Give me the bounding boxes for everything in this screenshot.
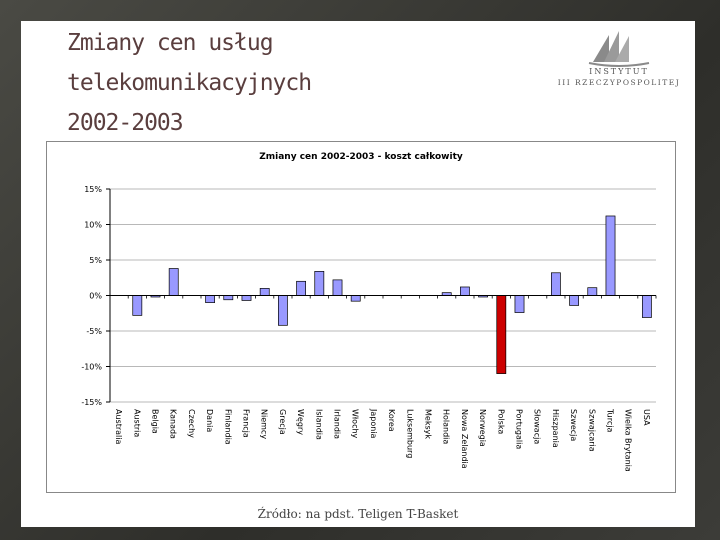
logo-text-line1: INSTYTUT — [589, 67, 649, 76]
x-tick-label: Japonia — [369, 408, 378, 439]
x-tick-label: Wielka Brytania — [624, 409, 633, 472]
x-tick-label: Finlandia — [223, 409, 232, 445]
title-line-3: 2002-2003 — [67, 110, 184, 136]
bar — [314, 271, 325, 296]
y-tick-label: 10% — [84, 221, 102, 230]
x-tick-label: Francja — [242, 409, 251, 438]
x-tick-label: Meksyk — [424, 409, 433, 439]
title-line-1: Zmiany cen usług — [67, 30, 274, 56]
bars — [132, 215, 652, 374]
title-line-2: telekomunikacyjnych — [67, 70, 312, 96]
x-tick-label: Dania — [205, 409, 214, 432]
x-tick-label: Włochy — [351, 409, 360, 439]
x-tick-label: Słowacja — [533, 409, 542, 444]
x-tick-label: Polska — [496, 409, 505, 434]
x-tick-label: Szwajcaria — [587, 409, 596, 452]
x-tick-label: Islandia — [314, 409, 323, 440]
y-tick-label: -5% — [86, 327, 102, 336]
x-tick-label: Portugalia — [515, 409, 524, 449]
bar — [514, 295, 525, 313]
bar — [168, 268, 179, 296]
x-tick-label: Belgia — [151, 409, 160, 434]
x-tick-label: Hiszpania — [551, 409, 560, 448]
bar — [569, 295, 579, 306]
y-tick-label: 0% — [89, 292, 102, 301]
x-tick-label: Turcja — [606, 408, 615, 432]
bar-chart: Zmiany cen 2002-2003 - koszt całkowity 1… — [81, 152, 657, 472]
bar — [587, 287, 598, 296]
bar — [223, 295, 234, 301]
bar — [350, 295, 361, 302]
x-tick-label: Nowa Zelandia — [460, 409, 469, 469]
bar — [551, 272, 561, 296]
bar — [332, 279, 343, 296]
x-tick-label: Niemcy — [260, 409, 269, 439]
logo-text-line2: III RZECZYPOSPOLITEJ — [557, 78, 681, 87]
bar — [496, 295, 507, 374]
bar — [460, 286, 470, 296]
institute-logo: INSTYTUT III RZECZYPOSPOLITEJ — [549, 29, 689, 99]
x-axis-labels: Australia Austria Belgia Kanada Czechy Dania F… — [114, 408, 651, 472]
x-tick-label: Austria — [132, 409, 141, 437]
y-tick-label: 15% — [84, 185, 102, 194]
bar — [605, 215, 616, 296]
chart-title: Zmiany cen 2002-2003 - koszt całkowity — [259, 152, 463, 162]
slide: Zmiany cen usług telekomunikacyjnych 200… — [21, 21, 695, 527]
bar — [132, 295, 143, 316]
y-tick-label: 5% — [89, 256, 102, 265]
x-tick-label: Norwegia — [478, 409, 487, 447]
x-tick-label: Irlandia — [333, 409, 342, 439]
bar — [641, 295, 652, 318]
x-tick-label: Australia — [114, 409, 123, 444]
x-tick-label: Szwecja — [569, 409, 578, 441]
bar — [205, 295, 216, 303]
bar — [278, 295, 288, 326]
chart-container: Zmiany cen 2002-2003 - koszt całkowity 1… — [46, 141, 676, 493]
x-tick-label: Luksemburg — [405, 409, 414, 458]
slide-title: Zmiany cen usług telekomunikacyjnych 200… — [67, 23, 487, 143]
axes — [109, 189, 657, 402]
x-tick-label: Grecja — [278, 409, 287, 435]
x-tick-label: Kanada — [169, 409, 178, 439]
y-axis-ticks: 15% 10% 5% 0% -5% -10% -15% — [81, 185, 110, 407]
bar — [259, 288, 270, 296]
x-tick-label: Korea — [387, 409, 396, 432]
x-tick-label: Holandia — [442, 409, 451, 444]
x-tick-label: Węgry — [296, 409, 305, 435]
y-tick-label: -10% — [81, 363, 102, 372]
y-tick-label: -15% — [81, 398, 102, 407]
x-tick-label: USA — [642, 409, 651, 426]
sailboat-icon — [588, 31, 650, 67]
bar — [296, 280, 307, 296]
bar — [241, 295, 252, 301]
source-note: Źródło: na pdst. Teligen T-Basket — [257, 507, 459, 521]
x-tick-label: Czechy — [187, 409, 196, 438]
